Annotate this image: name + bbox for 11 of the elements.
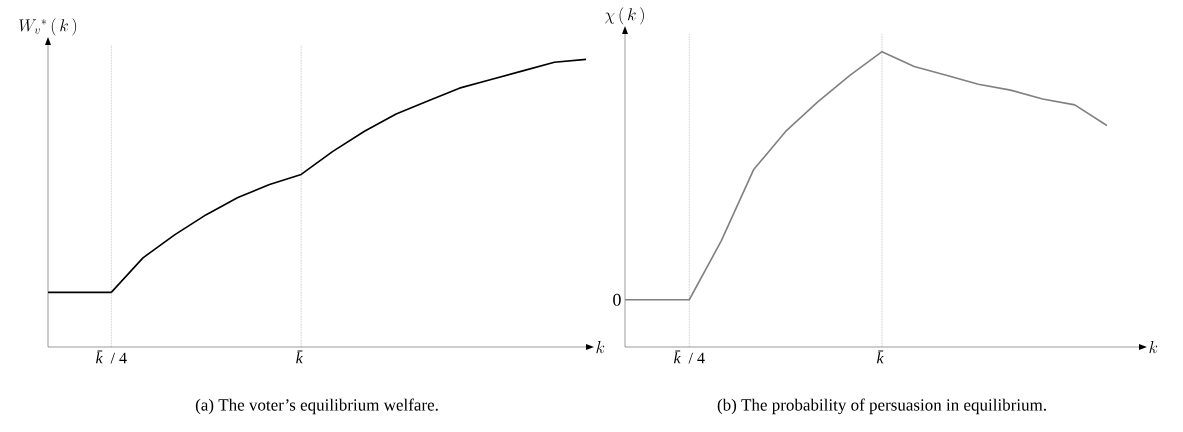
x-tick-label: k̄ / 4 [673,350,705,364]
x-tick-label: k̄ [876,350,884,364]
text: (a) The voter’s equilibrium welfare. [195,398,438,415]
y-axis-title: $\chi\,(\,k\,)$ [605,7,644,25]
x-axis-title: $k$ [1149,341,1158,354]
text: 0 [613,293,621,306]
x-tick-label: k̄ / 4 [96,350,127,364]
x-axis-title: $k$ [596,341,605,354]
x-tick-label: k̄ [296,350,304,364]
text: (b) The probability of persuasion in equilibrium. [717,398,1046,415]
y-axis-title: $W_{v}{}^{*}\,(\,k\,)$ [19,18,77,36]
